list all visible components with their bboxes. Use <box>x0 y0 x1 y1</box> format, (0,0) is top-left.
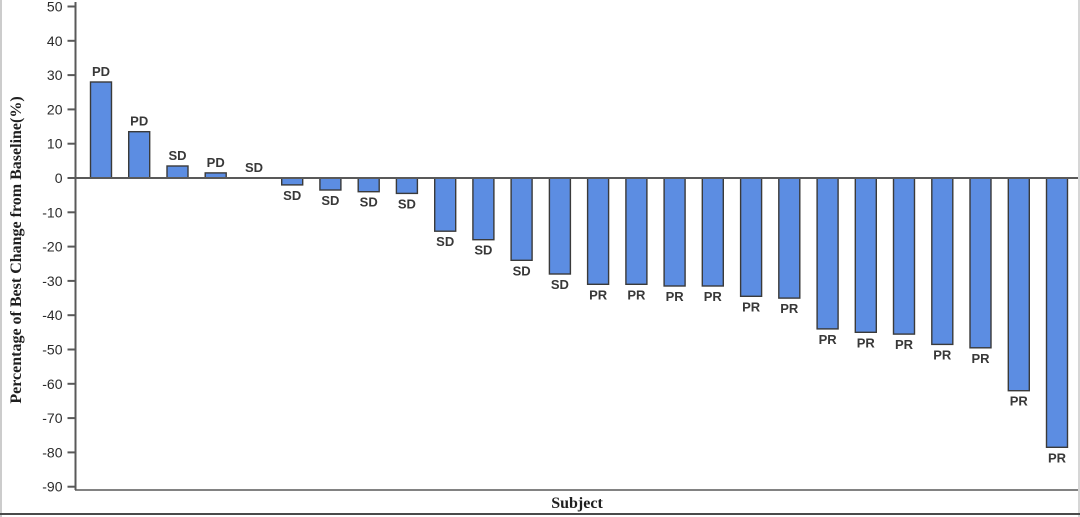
y-tick-label: -40 <box>42 307 62 323</box>
bar-response-label: SD <box>321 193 339 208</box>
y-tick-label: -20 <box>42 239 62 255</box>
y-tick-label: 30 <box>47 67 63 83</box>
y-axis-title: Percentage of Best Change from Baseline(… <box>8 96 25 403</box>
bar <box>586 177 610 286</box>
bar <box>434 177 457 232</box>
bar <box>166 165 189 179</box>
x-axis-title: Subject <box>551 495 603 512</box>
bar <box>701 177 724 287</box>
bar-response-label: SD <box>283 188 301 203</box>
y-tick-label: -50 <box>42 342 62 358</box>
bar <box>472 177 495 241</box>
bar-response-label: PR <box>589 287 608 302</box>
bar-response-label: SD <box>551 277 569 292</box>
bar-response-label: PR <box>666 289 685 304</box>
bar <box>816 177 839 330</box>
bar <box>969 177 992 349</box>
bar-labels-layer: PD PD SD PD SD SD SD SD SD SD SD SD SD PR PR PR PR PR PR PR… <box>91 63 1068 467</box>
bar-response-label: PR <box>971 351 990 366</box>
bar-response-label: PR <box>819 332 838 347</box>
bar-response-label: PD <box>207 155 225 170</box>
bar <box>281 177 304 186</box>
bar <box>395 177 419 195</box>
bar-response-label: PR <box>627 287 646 302</box>
y-tick-label: 40 <box>47 33 63 49</box>
y-tick-label: -80 <box>42 444 62 460</box>
bar <box>892 177 916 335</box>
bar <box>510 177 533 262</box>
bar <box>854 177 877 334</box>
bar-response-label: PR <box>1010 394 1029 409</box>
y-tick-label: -60 <box>42 376 62 392</box>
bar-response-label: SD <box>513 263 531 278</box>
bar <box>778 177 801 299</box>
y-tick-label: -90 <box>42 479 62 495</box>
bar-response-label: PD <box>130 114 148 129</box>
y-tick-label: 50 <box>47 0 63 15</box>
bar <box>89 81 113 179</box>
bar <box>931 177 954 346</box>
y-tick-label: 20 <box>47 101 63 117</box>
bar <box>319 177 342 191</box>
bar <box>548 177 572 275</box>
bar-response-label: SD <box>245 160 263 175</box>
y-tick-label: 10 <box>47 136 63 152</box>
bar-response-label: SD <box>398 196 416 211</box>
y-tick-label: -70 <box>42 410 62 426</box>
bar-response-label: SD <box>436 234 454 249</box>
bar <box>127 130 151 179</box>
bar-response-label: PR <box>742 299 761 314</box>
y-tick-label: -30 <box>42 273 62 289</box>
bar <box>1007 177 1030 392</box>
bar-response-label: PR <box>1048 450 1067 465</box>
bar-response-label: PR <box>704 289 723 304</box>
bar-response-label: SD <box>474 243 492 258</box>
bar <box>625 177 648 286</box>
bar-response-label: PD <box>92 64 110 79</box>
bar <box>663 177 686 287</box>
bar <box>1045 177 1069 448</box>
bar-response-label: PR <box>857 335 876 350</box>
bar <box>357 177 380 193</box>
y-tick-label: -10 <box>42 204 62 220</box>
bar-response-label: PR <box>933 347 952 362</box>
bar-response-label: SD <box>360 195 378 210</box>
axis-layer: 50 40 30 20 10 0 -10 -20 -30 -40 -50 -60 -70 -80 -90 <box>42 0 1078 495</box>
bars-layer <box>89 81 1069 448</box>
y-tick-label: 0 <box>55 170 63 186</box>
bar-response-label: SD <box>168 148 186 163</box>
bar-response-label: PR <box>895 337 914 352</box>
bar <box>739 177 763 298</box>
bar-response-label: PR <box>780 301 799 316</box>
